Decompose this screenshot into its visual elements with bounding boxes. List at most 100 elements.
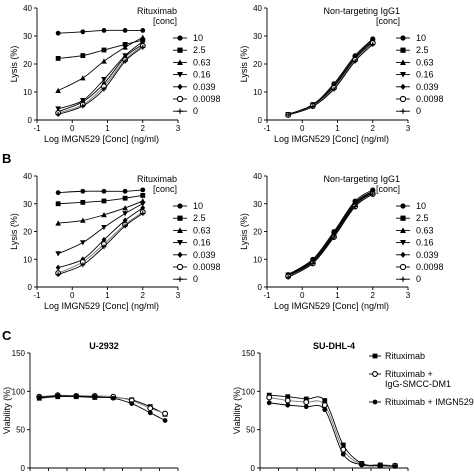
- a-right-legend-title: Non-targeting IgG1: [323, 6, 400, 16]
- b-right-ytick-label: 40: [253, 172, 262, 181]
- c-left-point: [129, 401, 135, 406]
- a-left-xtick-label: 1: [105, 124, 110, 133]
- a-left-ytick-label: 0: [28, 116, 33, 125]
- a-right-series-line-3: [287, 41, 374, 115]
- b-left-point: [55, 251, 61, 257]
- c-right-title: SU-DHL-4: [313, 341, 355, 351]
- c-right-point: [303, 396, 309, 402]
- c-left-ytick-label: 50: [16, 426, 25, 435]
- b-right-xlabel: Log IMGN529 [Conc] (ng/ml): [274, 301, 389, 311]
- c-right-legend-marker: [372, 353, 378, 359]
- b-left-point: [101, 244, 107, 250]
- b-left-point: [80, 188, 86, 194]
- b-right-ylabel: Lysis (%): [239, 213, 249, 250]
- b-right-legend-label: 0.039: [416, 250, 439, 260]
- c-left-point: [162, 418, 168, 423]
- b-right-legend-label: 0.63: [416, 225, 434, 235]
- c-left-ytick-label: 0: [21, 464, 26, 473]
- b-right-legend-label: 0.16: [416, 238, 434, 248]
- c-right-legend-label: Rituximab: [385, 351, 425, 361]
- c-left-point: [92, 394, 98, 400]
- b-left-point: [122, 223, 128, 229]
- b-left-xtick-label: -1: [33, 291, 41, 300]
- c-right-point: [285, 394, 291, 400]
- b-left-point: [122, 195, 128, 201]
- a-left-legend-label: 0.63: [193, 57, 211, 67]
- a-left-legend-marker: [177, 47, 183, 53]
- panel-letter-b: B: [2, 151, 11, 166]
- b-right-series-line-5: [287, 193, 374, 277]
- a-left-point: [80, 103, 86, 109]
- a-left-xlabel: Log IMGN529 [Conc] (ng/ml): [44, 134, 159, 144]
- a-left-series-line-4: [57, 44, 144, 113]
- b-right-series-line-2: [287, 190, 374, 276]
- c-right-ytick-label: 0: [251, 464, 256, 473]
- a-left-point: [101, 86, 107, 92]
- b-right-series-line-6: [287, 193, 374, 278]
- a-left-point: [122, 58, 128, 64]
- a-right-ylabel: Lysis (%): [239, 46, 249, 83]
- b-left-legend-title: Rituximab: [137, 174, 177, 184]
- a-left-point: [122, 44, 128, 50]
- b-right-legend-marker: [400, 227, 406, 233]
- b-left-legend-label: 0: [193, 274, 198, 284]
- a-right-ytick-label: 10: [253, 88, 262, 97]
- b-right-ytick-label: 30: [253, 200, 262, 209]
- a-right-xtick-label: 1: [335, 124, 340, 133]
- c-left-point: [110, 395, 116, 401]
- b-left-legend-marker: [177, 276, 183, 282]
- b-right-point: [285, 274, 291, 280]
- a-left-point: [101, 58, 107, 64]
- b-left-xtick-label: 1: [105, 291, 110, 300]
- c-right-point: [303, 399, 310, 406]
- c-right-legend-label: Rituximab + IMGN529: [385, 397, 474, 407]
- c-right-ytick-label: 150: [242, 349, 256, 358]
- a-right-legend-marker: [400, 72, 406, 78]
- a-right-legend-label: 0.16: [416, 70, 434, 80]
- a-right-xtick-label: 2: [371, 124, 376, 133]
- a-left-legend-marker: [176, 95, 184, 103]
- c-right-point: [377, 463, 383, 469]
- b-right-legend-title: Non-targeting IgG1: [323, 174, 400, 184]
- a-left-legend-subtitle: [conc]: [153, 16, 177, 26]
- c-right-point: [340, 451, 346, 457]
- a-left-point: [101, 47, 107, 53]
- b-left-legend-label: 0.0098: [193, 262, 221, 272]
- a-left-point: [140, 44, 146, 50]
- c-left-series-line-0: [39, 396, 166, 415]
- b-right-series-line-4: [287, 192, 374, 277]
- b-left-legend-label: 0.63: [193, 225, 211, 235]
- b-left-ytick-label: 20: [23, 228, 32, 237]
- b-left-ytick-label: 40: [23, 172, 32, 181]
- b-left-xtick-label: 3: [176, 291, 181, 300]
- c-right-point: [359, 462, 365, 468]
- b-left-point: [101, 224, 107, 231]
- c-right-ytick-label: 50: [246, 426, 255, 435]
- a-left-xtick-label: 2: [141, 124, 146, 133]
- a-right-xtick-label: 3: [406, 124, 411, 133]
- a-right-series-line-2: [287, 41, 374, 115]
- a-right-point: [285, 112, 291, 118]
- a-left-series-line-3: [58, 41, 144, 110]
- a-right-xtick-label: 0: [300, 124, 305, 133]
- c-right-point: [322, 407, 328, 413]
- c-right-point: [303, 404, 309, 410]
- b-left-point: [55, 190, 61, 196]
- a-right-legend-label: 10: [416, 33, 426, 43]
- b-left-legend-marker: [177, 215, 183, 221]
- b-right-xtick-label: 3: [406, 291, 411, 300]
- c-left-ylabel: Viability (%): [2, 387, 12, 434]
- a-left-ytick-label: 30: [23, 32, 32, 41]
- b-left-point: [80, 240, 86, 246]
- b-left-ytick-label: 10: [23, 255, 32, 264]
- b-right-ytick-label: 10: [253, 255, 262, 264]
- a-left-legend-label: 0.039: [193, 82, 216, 92]
- c-right-point: [284, 397, 291, 404]
- b-left-ytick-label: 0: [28, 283, 33, 292]
- a-left-point: [101, 28, 107, 33]
- a-right-ytick-label: 30: [253, 32, 262, 41]
- b-right-xtick-label: 0: [300, 291, 305, 300]
- b-left-series-line-4: [58, 207, 144, 269]
- a-left-xtick-label: 0: [70, 124, 75, 133]
- a-right-legend-label: 0.0098: [416, 94, 444, 104]
